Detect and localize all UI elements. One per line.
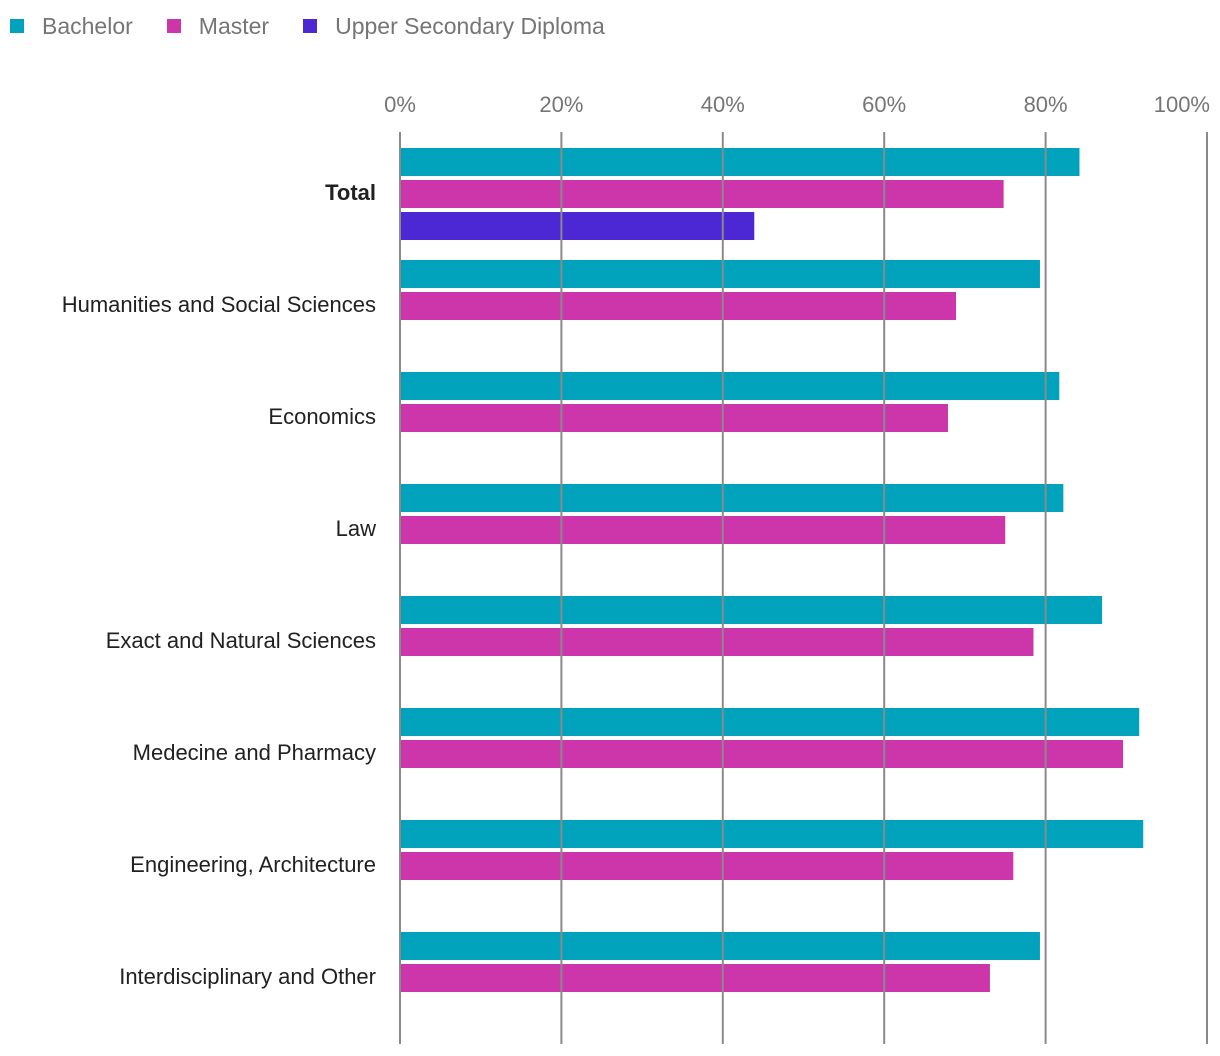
category-label: Humanities and Social Sciences <box>62 292 376 317</box>
x-tick-label: 60% <box>862 92 906 117</box>
legend-item: Bachelor <box>10 13 133 40</box>
bar <box>400 292 957 320</box>
legend-label: Master <box>198 12 270 39</box>
bar <box>400 852 1014 880</box>
x-tick-label: 20% <box>539 92 583 117</box>
x-tick-label: 80% <box>1024 92 1068 117</box>
category-label: Economics <box>268 404 376 429</box>
legend-label: Upper Secondary Diploma <box>335 12 605 39</box>
bar <box>400 260 1040 288</box>
bar <box>400 516 1006 544</box>
x-tick-label: 0% <box>384 92 416 117</box>
bar <box>400 212 755 240</box>
bar <box>400 484 1064 512</box>
category-label: Interdisciplinary and Other <box>119 964 376 989</box>
bar <box>400 820 1144 848</box>
legend-swatch <box>303 19 318 33</box>
category-label: Engineering, Architecture <box>130 852 376 877</box>
bar <box>400 404 948 432</box>
bar <box>400 372 1060 400</box>
bar <box>400 180 1004 208</box>
bar <box>400 148 1080 176</box>
category-label: Medecine and Pharmacy <box>133 740 376 765</box>
category-label: Total <box>325 180 376 205</box>
bar <box>400 596 1103 624</box>
legend-swatch <box>10 19 24 33</box>
legend-label: Bachelor <box>42 12 133 39</box>
legend-item: Master <box>166 12 270 40</box>
x-tick-label: 100% <box>1154 92 1210 117</box>
bar <box>400 708 1140 736</box>
category-label: Law <box>336 516 376 541</box>
bar <box>400 932 1040 960</box>
category-label: Exact and Natural Sciences <box>106 628 376 653</box>
bar <box>400 628 1034 656</box>
legend-item: Upper Secondary Diploma <box>303 13 605 40</box>
legend-swatch <box>166 19 181 33</box>
bar <box>400 740 1124 768</box>
bar <box>400 964 990 992</box>
x-tick-label: 40% <box>701 92 745 117</box>
legend: Bachelor Master Upper Secondary Diploma <box>10 12 639 40</box>
